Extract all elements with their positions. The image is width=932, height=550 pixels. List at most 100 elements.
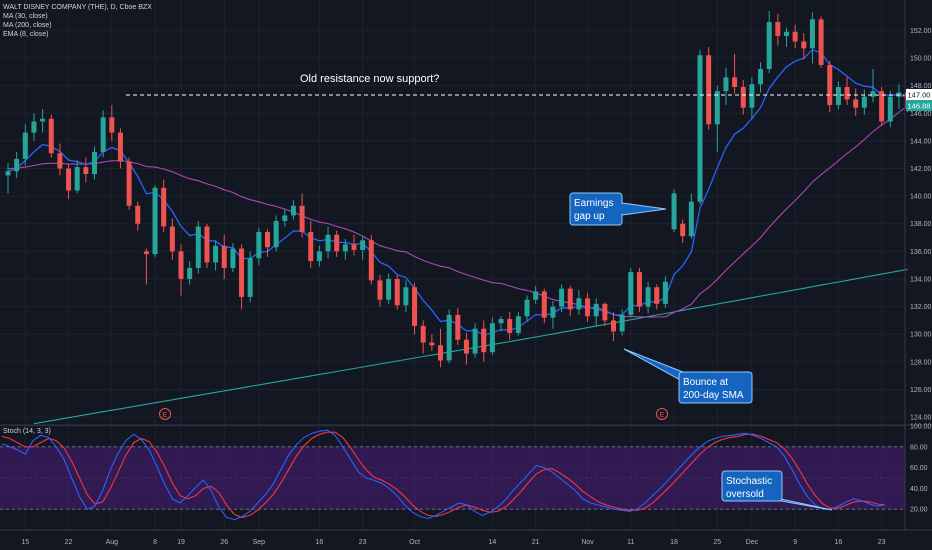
candle[interactable] (420, 320, 426, 354)
candle[interactable] (290, 200, 296, 220)
candle[interactable] (818, 16, 824, 68)
candle[interactable] (463, 332, 469, 365)
candle[interactable] (342, 238, 348, 260)
candle[interactable] (386, 273, 392, 304)
earnings-callout[interactable]: Earnings gap up (569, 192, 667, 226)
candle[interactable] (161, 179, 167, 233)
candle[interactable] (489, 317, 495, 355)
candle[interactable] (100, 110, 106, 158)
candle[interactable] (117, 128, 123, 169)
candle[interactable] (412, 283, 418, 335)
candle[interactable] (455, 307, 461, 346)
candle[interactable] (498, 316, 504, 332)
candle[interactable] (680, 219, 686, 244)
candle[interactable] (31, 113, 37, 141)
candle[interactable] (706, 46, 712, 130)
candle[interactable] (143, 248, 149, 285)
candle[interactable] (213, 240, 219, 271)
candle[interactable] (403, 280, 409, 313)
candle[interactable] (567, 285, 573, 317)
earnings-marker-2[interactable]: E (656, 408, 668, 420)
candle[interactable] (740, 80, 746, 115)
candles[interactable] (5, 11, 911, 368)
candle[interactable] (230, 243, 236, 273)
candle[interactable] (438, 328, 443, 368)
candle[interactable] (870, 69, 876, 103)
candle[interactable] (74, 160, 80, 194)
candle[interactable] (714, 85, 720, 152)
candle[interactable] (5, 162, 11, 194)
candle[interactable] (152, 185, 158, 257)
candle[interactable] (481, 320, 487, 362)
candle[interactable] (109, 104, 115, 141)
candle[interactable] (697, 49, 703, 205)
candle[interactable] (178, 244, 184, 296)
candle[interactable] (611, 312, 616, 342)
candle[interactable] (507, 312, 513, 340)
candle[interactable] (22, 124, 28, 166)
candle[interactable] (83, 157, 89, 183)
candle[interactable] (559, 284, 565, 313)
candle[interactable] (92, 146, 97, 180)
candle[interactable] (844, 77, 850, 105)
candle[interactable] (299, 193, 305, 238)
candle[interactable] (316, 245, 322, 267)
candle[interactable] (732, 53, 738, 94)
bounce-callout[interactable]: Bounce at 200-day SMA (623, 348, 753, 404)
candle[interactable] (169, 218, 175, 260)
candle[interactable] (645, 281, 651, 314)
candle[interactable] (14, 151, 20, 179)
candle[interactable] (48, 114, 54, 158)
candle[interactable] (360, 236, 366, 260)
candle[interactable] (247, 251, 253, 303)
candle[interactable] (593, 298, 599, 326)
candle[interactable] (325, 226, 331, 259)
candle[interactable] (887, 91, 893, 128)
candle[interactable] (766, 11, 772, 74)
candle[interactable] (256, 227, 262, 266)
candle[interactable] (784, 27, 789, 47)
candle[interactable] (775, 13, 781, 46)
candle[interactable] (541, 288, 547, 324)
candle[interactable] (879, 87, 885, 126)
candle[interactable] (602, 302, 608, 326)
candle[interactable] (515, 312, 521, 336)
candle[interactable] (57, 143, 63, 176)
candle[interactable] (446, 309, 452, 364)
candle[interactable] (187, 261, 193, 285)
candle[interactable] (135, 201, 141, 231)
candle[interactable] (654, 284, 660, 310)
candle[interactable] (351, 234, 357, 256)
candle[interactable] (636, 267, 642, 313)
candle[interactable] (273, 215, 279, 252)
candle[interactable] (628, 267, 634, 318)
candle[interactable] (861, 89, 867, 115)
candle[interactable] (533, 285, 539, 304)
candle[interactable] (662, 276, 668, 308)
candle[interactable] (429, 334, 435, 351)
candle[interactable] (66, 164, 72, 199)
candle[interactable] (576, 290, 582, 315)
candle[interactable] (472, 323, 478, 358)
candle[interactable] (671, 189, 677, 233)
candle[interactable] (204, 223, 210, 268)
candle[interactable] (40, 109, 46, 133)
candle[interactable] (585, 292, 591, 322)
candle[interactable] (308, 220, 314, 268)
candle[interactable] (550, 301, 556, 329)
candle[interactable] (688, 193, 694, 239)
candle[interactable] (377, 274, 383, 307)
candle[interactable] (835, 81, 841, 110)
candle[interactable] (239, 244, 245, 310)
candle[interactable] (334, 230, 340, 257)
candle[interactable] (221, 234, 227, 279)
candle[interactable] (792, 24, 798, 49)
earnings-marker-1[interactable]: E (159, 408, 171, 420)
candle[interactable] (619, 309, 625, 336)
candle[interactable] (758, 62, 764, 93)
candle[interactable] (368, 234, 374, 285)
candle[interactable] (195, 220, 201, 274)
candle[interactable] (524, 295, 530, 322)
candle[interactable] (853, 88, 859, 117)
